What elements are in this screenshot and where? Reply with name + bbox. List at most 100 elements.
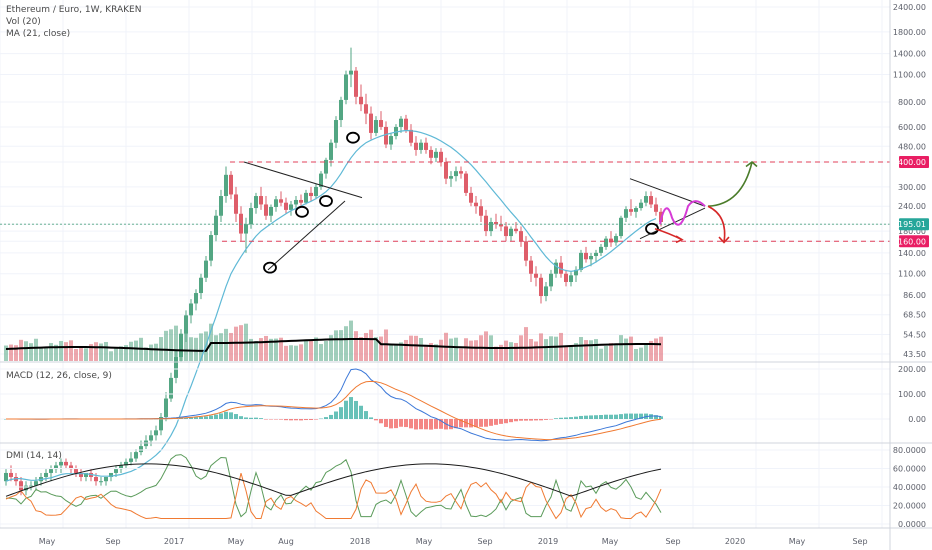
- macd-histogram-bar: [514, 419, 518, 422]
- volume-bar: [339, 330, 343, 361]
- macd-histogram-bar: [219, 413, 223, 419]
- price-tick-label: 180.00: [898, 227, 926, 236]
- time-tick-label: Sep: [852, 537, 867, 546]
- macd-legend[interactable]: MACD (12, 26, close, 9): [6, 371, 112, 381]
- candle-body: [234, 194, 238, 214]
- volume-bar: [499, 344, 503, 361]
- macd-histogram-bar: [469, 419, 473, 428]
- dmi-legend[interactable]: DMI (14, 14): [6, 451, 62, 461]
- candle-body: [559, 262, 563, 274]
- volume-bar: [49, 343, 53, 361]
- volume-indicator-label[interactable]: Vol (20): [6, 17, 41, 27]
- candle-body: [324, 159, 328, 174]
- volume-bar: [64, 342, 68, 361]
- macd-histogram-bar: [264, 419, 268, 420]
- price-tick-label: 110.00: [898, 270, 926, 279]
- volume-bar: [129, 341, 133, 361]
- macd-histogram-bar: [639, 413, 643, 419]
- indicator-lines: [5, 129, 662, 482]
- candle-body: [64, 461, 68, 466]
- candle-body: [444, 162, 448, 179]
- volume-bar: [374, 337, 378, 361]
- candle-body: [434, 151, 438, 158]
- volume-bar: [194, 337, 198, 361]
- ma-indicator-label[interactable]: MA (21, close): [6, 29, 71, 39]
- volume-bar: [504, 340, 508, 361]
- candle-body: [29, 485, 33, 487]
- macd-histogram-bar: [494, 419, 498, 425]
- macd-histogram-bar: [534, 419, 538, 421]
- candlestick-series: [4, 47, 663, 496]
- circle-mark: [319, 195, 333, 207]
- volume-bar: [509, 342, 513, 361]
- volume-bar: [599, 348, 603, 361]
- macd-histogram-bar: [354, 400, 358, 419]
- candle-body: [409, 129, 413, 143]
- macd-histogram-bar: [294, 419, 298, 421]
- volume-bar: [14, 345, 18, 361]
- candle-body: [649, 196, 653, 205]
- volume-bar: [659, 336, 663, 361]
- candle-body: [24, 485, 28, 491]
- candle-body: [59, 461, 63, 466]
- candle-body: [599, 246, 603, 253]
- volume-bar: [224, 328, 228, 361]
- macd-histogram-bar: [539, 419, 543, 421]
- candle-body: [109, 472, 113, 477]
- macd-histogram-bar: [499, 419, 503, 424]
- symbol-title[interactable]: Ethereum / Euro, 1W, KRAKEN: [6, 5, 142, 15]
- candle-body: [219, 196, 223, 216]
- volume-bar: [359, 337, 363, 361]
- volume-bar: [89, 344, 93, 361]
- red-arrow-head: [718, 236, 730, 244]
- candle-body: [54, 465, 58, 470]
- candle-body: [379, 120, 383, 127]
- macd-histogram-bar: [634, 413, 638, 419]
- candle-body: [114, 469, 118, 473]
- volume-bar: [654, 338, 658, 361]
- volume-bar: [74, 348, 78, 361]
- candle-body: [474, 202, 478, 207]
- candle-body: [584, 252, 588, 260]
- macd-histogram-bar: [584, 415, 588, 419]
- volume-bars: [4, 320, 663, 361]
- volume-bar: [154, 343, 158, 361]
- macd-histogram-bar: [204, 416, 208, 419]
- candle-body: [374, 120, 378, 133]
- triangle-lower-line: [267, 200, 346, 271]
- price-tag: [899, 218, 929, 231]
- candle-body: [329, 142, 333, 160]
- candle-body: [124, 461, 128, 466]
- macd-histogram-bar: [479, 419, 483, 427]
- candle-body: [539, 277, 543, 297]
- macd-pane: 200.00 100.00 0.00: [0, 365, 926, 442]
- candle-body: [359, 96, 363, 105]
- volume-bar: [249, 338, 253, 361]
- volume-bar: [639, 347, 643, 361]
- volume-bar: [9, 344, 13, 361]
- candle-body: [514, 228, 518, 232]
- macd-histogram-bar: [309, 419, 313, 421]
- candle-body: [319, 173, 323, 187]
- candle-body: [484, 215, 488, 232]
- candle-body: [199, 277, 203, 294]
- circle-mark: [346, 131, 360, 144]
- red-arrow-head-2: [675, 235, 684, 244]
- volume-bar: [314, 337, 318, 361]
- price-tick-label: 600.00: [898, 123, 926, 132]
- macd-histogram-bar: [409, 419, 413, 429]
- volume-bar: [44, 347, 48, 361]
- dmi-tick-label: 20.0000: [893, 502, 926, 511]
- volume-bar: [614, 344, 618, 361]
- candle-body: [569, 275, 573, 282]
- macd-histogram-bar: [279, 419, 283, 420]
- time-tick-label: May: [789, 537, 806, 546]
- volume-bar: [109, 351, 113, 361]
- macd-histogram-bar: [374, 419, 378, 421]
- dmi-tick-label: 60.0000: [893, 465, 926, 474]
- macd-histogram-bar: [604, 414, 608, 419]
- volume-bar: [284, 345, 288, 361]
- volume-bar: [649, 340, 653, 361]
